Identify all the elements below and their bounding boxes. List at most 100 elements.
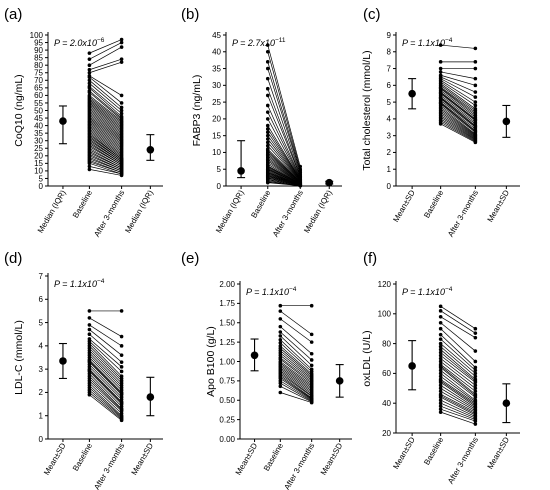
paired-line [440, 76, 476, 93]
after-point [473, 326, 478, 331]
summary-right-marker [502, 104, 511, 138]
baseline-point [87, 323, 92, 327]
paired-line [89, 343, 122, 377]
y-tick-label: 95 [34, 38, 43, 47]
after-point [119, 40, 124, 45]
y-tick-label: 30 [212, 81, 221, 90]
panel-label: (d) [4, 250, 22, 267]
paired-line [267, 178, 301, 186]
paired-line [89, 90, 122, 119]
paired-line [440, 373, 476, 401]
baseline-point [87, 327, 92, 332]
after-point [473, 349, 478, 353]
paired-line [267, 61, 301, 171]
panel-a: (a) 0510152025303540455055606570758085909… [4, 6, 163, 238]
after-point [309, 400, 314, 405]
paired-line [440, 310, 476, 334]
p-value-text: P = 1.1x10 [246, 287, 289, 297]
after-point [119, 101, 124, 105]
paired-line [440, 96, 476, 125]
paired-line [267, 148, 301, 182]
after-point [119, 360, 124, 364]
after-point [309, 351, 314, 356]
p-value-exponent: −6 [97, 37, 105, 44]
paired-line [440, 379, 476, 404]
x-tick-label: Baseline [71, 188, 94, 220]
y-tick-label: 6 [39, 295, 44, 304]
paired-line [89, 166, 122, 175]
y-tick-label: 55 [34, 99, 43, 108]
x-tick-label: After 3-months [282, 442, 316, 490]
panel-label: (b) [181, 6, 199, 23]
paired-line [267, 172, 301, 185]
paired-line [440, 361, 476, 389]
y-tick-label: 20 [212, 115, 221, 124]
baseline-point [265, 86, 270, 91]
paired-line [440, 355, 476, 383]
paired-line [89, 333, 122, 363]
y-tick-label: 40 [34, 121, 43, 130]
baseline-point [87, 316, 92, 320]
baseline-point [438, 341, 443, 346]
after-point [119, 365, 124, 369]
y-tick-label: 40 [212, 48, 221, 57]
x-tick-label: After 3-months [92, 442, 126, 490]
paired-line [440, 396, 476, 416]
after-point [473, 374, 478, 379]
p-value: P = 2.0x10−6 [54, 37, 105, 48]
paired-line [440, 95, 476, 123]
y-tick-label: 75 [34, 69, 43, 78]
summary-point [146, 145, 155, 154]
x-tick-label: Baseline [262, 441, 285, 473]
y-tick-label: 100 [378, 310, 392, 319]
y-tick-label: 80 [34, 61, 43, 70]
paired-line [89, 123, 122, 151]
paired-line [89, 116, 122, 143]
baseline-point [438, 304, 443, 309]
paired-line [280, 350, 312, 378]
y-tick-label: 0 [39, 182, 44, 191]
paired-line [89, 120, 122, 148]
paired-line [89, 129, 122, 157]
x-tick-label: Mean±SD [319, 441, 345, 476]
y-tick-label: 0 [387, 182, 392, 191]
summary-point [408, 362, 416, 370]
baseline-point [438, 60, 443, 64]
y-tick-label: 40 [382, 399, 391, 408]
y-tick-label: 60 [382, 369, 391, 378]
paired-line [280, 318, 312, 343]
paired-line [280, 361, 312, 386]
paired-line [440, 376, 476, 402]
paired-line [440, 115, 476, 139]
paired-line [440, 100, 476, 128]
summary-left-marker [408, 340, 417, 391]
after-point [473, 383, 478, 388]
after-point [119, 309, 124, 313]
paired-line [267, 150, 301, 183]
y-tick-label: 5 [39, 174, 44, 183]
baseline-point [265, 60, 270, 64]
x-tick-label: Mean±SD [391, 188, 417, 223]
after-point [309, 340, 314, 344]
paired-line [280, 385, 312, 403]
after-point [298, 183, 303, 188]
x-tick-label: Median (IQR) [302, 188, 334, 234]
paired-line [440, 382, 476, 407]
baseline-point [87, 63, 92, 67]
paired-line [89, 366, 122, 400]
p-value: P = 2.7x10−11 [232, 37, 286, 48]
paired-line [89, 77, 122, 104]
paired-line [89, 101, 122, 128]
summary-point [146, 393, 155, 401]
summary-left-marker [58, 342, 67, 380]
paired-line [440, 322, 476, 352]
baseline-point [87, 164, 92, 169]
baseline-point [438, 344, 443, 349]
paired-line [440, 352, 476, 382]
paired-line [89, 39, 122, 54]
after-point [309, 363, 314, 368]
paired-line [89, 360, 122, 394]
baseline-point [438, 374, 443, 379]
baseline-point [87, 67, 92, 72]
paired-line [280, 352, 312, 379]
